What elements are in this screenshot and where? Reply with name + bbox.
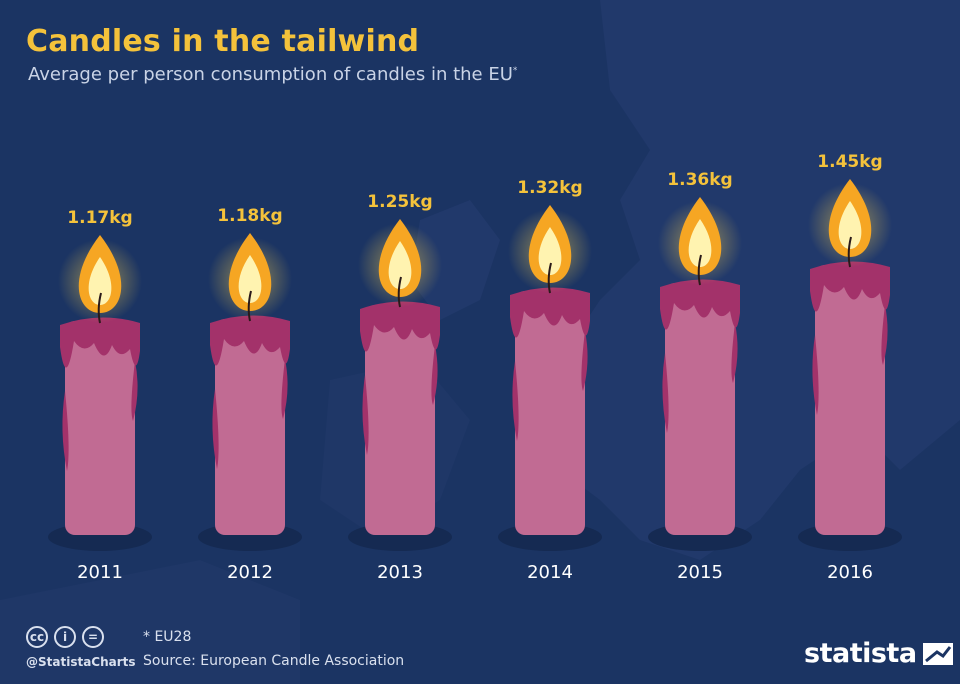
- candle-side-drip: [512, 361, 519, 441]
- footnote: * EU28: [143, 629, 192, 645]
- candle-side-drip: [731, 323, 738, 383]
- social-handle[interactable]: @StatistaCharts: [26, 655, 136, 669]
- candle-side-drip: [212, 389, 219, 469]
- candle-bar: [365, 305, 435, 535]
- candle-side-drip: [581, 331, 588, 391]
- candle-drip: [810, 261, 890, 312]
- candle-drip: [660, 279, 740, 330]
- candle-bar: [215, 319, 285, 535]
- candle-side-drip: [431, 345, 438, 405]
- source-note: Source: European Candle Association: [143, 653, 405, 669]
- candle-side-drip: [812, 335, 819, 415]
- statista-mark-icon: [922, 642, 953, 665]
- year-label: 2015: [677, 562, 723, 583]
- candle-wick: [247, 290, 252, 322]
- brand-name: statista: [804, 638, 917, 669]
- candle-bar: [815, 265, 885, 535]
- candle-bar: [515, 291, 585, 535]
- value-label: 1.32kg: [517, 178, 582, 198]
- candle-2013: [348, 219, 452, 551]
- candle-drip: [360, 301, 440, 352]
- flame-inner: [838, 201, 862, 249]
- chart-title: Candles in the tailwind: [26, 24, 420, 59]
- year-label: 2016: [827, 562, 873, 583]
- attribution-icon[interactable]: i: [54, 626, 76, 648]
- year-label: 2011: [77, 562, 123, 583]
- flame-inner: [88, 257, 112, 305]
- candle-side-drip: [281, 359, 288, 419]
- chart-subtitle: Average per person consumption of candle…: [28, 64, 517, 85]
- candle-side-drip: [362, 375, 369, 455]
- flame-inner: [538, 227, 562, 275]
- candle-wick: [697, 254, 702, 286]
- candle-side-drip: [662, 353, 669, 433]
- candle-bar: [65, 321, 135, 535]
- candle-drip: [210, 315, 290, 366]
- year-label: 2012: [227, 562, 273, 583]
- candle-wick: [397, 276, 402, 308]
- statista-logo[interactable]: statista: [804, 638, 953, 669]
- year-label: 2013: [377, 562, 423, 583]
- value-label: 1.17kg: [67, 208, 132, 228]
- candle-2014: [498, 205, 602, 551]
- value-label: 1.45kg: [817, 152, 882, 172]
- candle-2011: [48, 235, 152, 551]
- creative-commons-icon[interactable]: cc: [26, 626, 48, 648]
- license-icons: cc i =: [26, 626, 104, 648]
- candle-drip: [60, 317, 140, 368]
- candle-chart: 1.17kg 2011 1.18kg 2012 1.25kg 2013 1.32kg 2014…: [48, 152, 902, 583]
- subtitle-text: Average per person consumption of candle…: [28, 64, 513, 85]
- value-label: 1.36kg: [667, 170, 732, 190]
- candle-side-drip: [62, 391, 69, 471]
- flame-inner: [688, 219, 712, 267]
- candle-wick: [97, 292, 102, 324]
- subtitle-footnote-mark: *: [512, 66, 518, 76]
- candle-2016: [798, 179, 902, 551]
- candle-drip: [510, 287, 590, 338]
- flame-inner: [388, 241, 412, 289]
- candle-bar: [665, 283, 735, 535]
- candle-wick: [547, 262, 552, 294]
- value-label: 1.18kg: [217, 206, 282, 226]
- candle-2012: [198, 233, 302, 551]
- value-label: 1.25kg: [367, 192, 432, 212]
- year-label: 2014: [527, 562, 573, 583]
- candle-side-drip: [131, 361, 138, 421]
- candle-wick: [847, 236, 852, 268]
- candle-side-drip: [881, 305, 888, 365]
- no-derivatives-icon[interactable]: =: [82, 626, 104, 648]
- flame-inner: [238, 255, 262, 303]
- candle-2015: [648, 197, 752, 551]
